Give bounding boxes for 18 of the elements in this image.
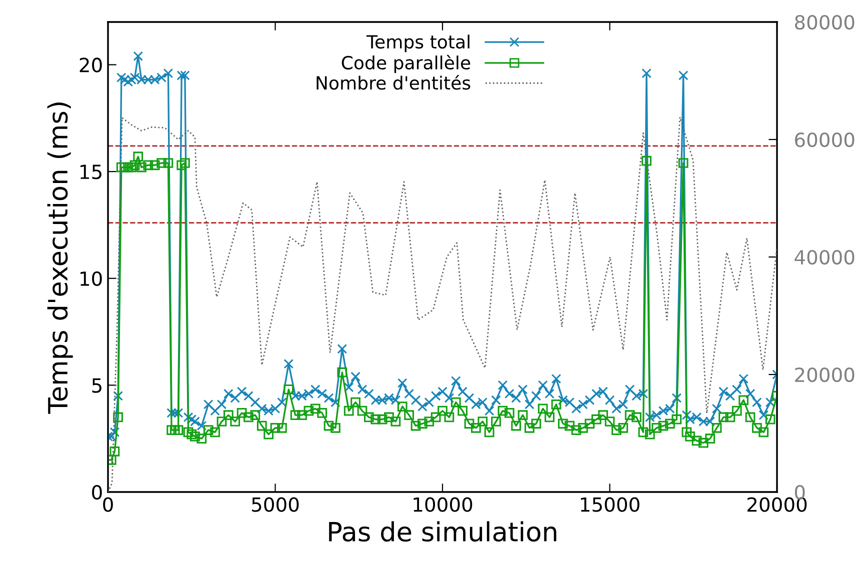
y2-tick-label: 60000	[795, 132, 854, 148]
y-tick-label: 10	[80, 271, 102, 286]
y-axis-title: Temps d'execution (ms)	[47, 102, 73, 414]
y2-tick-label: 40000	[794, 250, 854, 265]
y2-tick-label: 20000	[795, 367, 854, 382]
y-tick-label: 0	[92, 484, 102, 500]
y-tick-label: 5	[92, 378, 102, 393]
legend-label: Code parallèle	[342, 54, 470, 74]
y-tick-label: 15	[80, 164, 102, 180]
x-tick-label: 10000	[414, 497, 472, 512]
y2-tick-label: 80000	[794, 14, 854, 30]
y-tick-label: 20	[80, 58, 102, 72]
legend-label: Nombre d'entités	[316, 75, 470, 90]
x-tick-label: 5000	[252, 497, 299, 512]
legend-label: Temps total	[366, 34, 470, 52]
x-tick-label: 15000	[580, 497, 640, 512]
x-axis-title: Pas de simulation	[329, 521, 556, 542]
x-tick-label: 0	[103, 497, 113, 512]
